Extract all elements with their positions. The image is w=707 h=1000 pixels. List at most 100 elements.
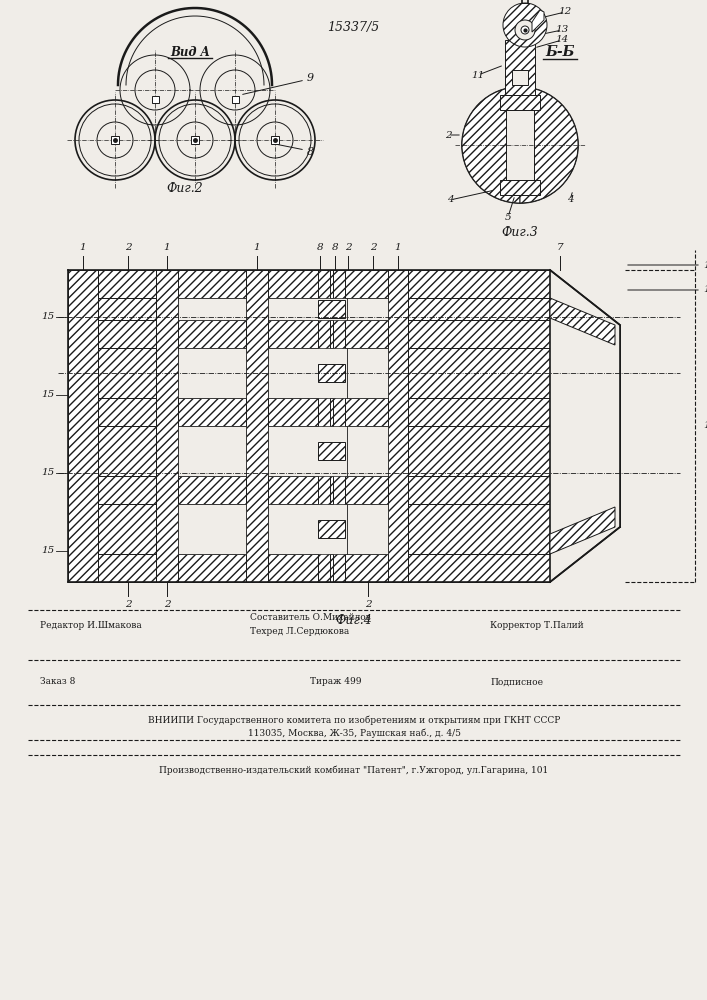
Text: 4: 4 <box>447 196 453 205</box>
Bar <box>268 426 388 476</box>
Wedge shape <box>462 87 520 203</box>
Circle shape <box>521 26 529 34</box>
Text: 8: 8 <box>307 147 314 157</box>
Text: 2: 2 <box>345 243 351 252</box>
Bar <box>98 504 156 554</box>
Text: 15: 15 <box>42 390 54 399</box>
Bar <box>178 426 246 476</box>
Text: 5: 5 <box>505 213 511 222</box>
Wedge shape <box>503 3 547 47</box>
Wedge shape <box>520 87 578 203</box>
Text: Фиг.2: Фиг.2 <box>167 182 204 194</box>
Bar <box>408 348 550 398</box>
Polygon shape <box>550 270 620 582</box>
Text: 9: 9 <box>307 73 314 83</box>
Bar <box>268 298 388 320</box>
Bar <box>426 426 550 476</box>
Bar <box>271 136 279 144</box>
Bar <box>512 70 528 85</box>
Bar <box>506 110 534 180</box>
Text: ВНИИПИ Государственного комитета по изобретениям и открытиям при ГКНТ СССР: ВНИИПИ Государственного комитета по изоб… <box>148 715 560 725</box>
Bar <box>98 298 156 320</box>
Text: Составитель О.Михайлов: Составитель О.Михайлов <box>250 613 370 622</box>
Bar <box>408 298 550 320</box>
Bar <box>347 298 388 320</box>
Bar <box>408 504 550 554</box>
Text: 1: 1 <box>703 422 707 430</box>
Bar <box>426 298 550 320</box>
Bar <box>318 442 345 460</box>
Text: 12: 12 <box>559 7 572 16</box>
Bar <box>347 298 388 320</box>
Bar <box>178 504 246 554</box>
Bar <box>388 270 408 582</box>
Bar <box>111 136 119 144</box>
Bar <box>268 504 388 554</box>
Text: 113035, Москва, Ж-35, Раушская наб., д. 4/5: 113035, Москва, Ж-35, Раушская наб., д. … <box>247 728 460 738</box>
Bar <box>231 96 238 103</box>
Text: Вид A: Вид A <box>170 45 210 58</box>
Polygon shape <box>550 507 615 554</box>
Text: 2: 2 <box>164 600 170 609</box>
Bar <box>98 426 156 476</box>
Text: Фиг.3: Фиг.3 <box>502 227 538 239</box>
Bar <box>246 270 268 582</box>
Bar <box>347 504 388 554</box>
Bar <box>98 348 156 398</box>
Text: 2: 2 <box>365 600 371 609</box>
Bar <box>98 398 550 426</box>
Text: 2: 2 <box>124 600 132 609</box>
Text: Корректор Т.Палий: Корректор Т.Палий <box>490 620 584 630</box>
Text: 8: 8 <box>317 243 323 252</box>
Bar <box>151 96 158 103</box>
Bar <box>505 40 535 95</box>
Bar <box>318 520 345 538</box>
Bar <box>98 298 156 320</box>
Bar <box>268 348 388 398</box>
Polygon shape <box>532 10 544 32</box>
Text: 8: 8 <box>332 243 339 252</box>
Text: Фиг.4: Фиг.4 <box>336 613 373 626</box>
Text: 13: 13 <box>556 25 568 34</box>
Text: Тираж 499: Тираж 499 <box>310 678 361 686</box>
Bar <box>426 504 550 554</box>
Bar <box>333 270 345 582</box>
Text: 17: 17 <box>703 260 707 269</box>
Bar <box>68 270 98 582</box>
Text: 15: 15 <box>42 546 54 555</box>
Text: Редактор И.Шмакова: Редактор И.Шмакова <box>40 620 141 630</box>
Bar <box>500 95 540 110</box>
Bar <box>347 426 388 476</box>
Bar <box>318 300 345 318</box>
Polygon shape <box>550 298 615 345</box>
Text: 1: 1 <box>164 243 170 252</box>
Bar <box>98 426 156 476</box>
Text: 16: 16 <box>703 286 707 294</box>
Bar <box>347 348 388 398</box>
Bar <box>500 180 540 195</box>
Bar <box>318 364 345 382</box>
Text: 7: 7 <box>556 243 563 252</box>
Text: 4: 4 <box>567 196 573 205</box>
Text: 11: 11 <box>472 70 484 80</box>
Text: Техред Л.Сердюкова: Техред Л.Сердюкова <box>250 628 349 637</box>
Text: 15: 15 <box>42 468 54 477</box>
Circle shape <box>515 20 535 40</box>
Bar <box>347 348 388 398</box>
Bar <box>98 320 550 348</box>
Text: 2: 2 <box>445 130 451 139</box>
Bar <box>408 426 550 476</box>
Text: 14: 14 <box>556 35 568 44</box>
Bar <box>98 504 156 554</box>
Bar <box>98 554 550 582</box>
Text: 2: 2 <box>124 243 132 252</box>
Bar <box>156 270 178 582</box>
Text: Заказ 8: Заказ 8 <box>40 678 76 686</box>
Text: 1: 1 <box>395 243 402 252</box>
Bar <box>98 270 550 298</box>
Text: Подписное: Подписное <box>490 678 543 686</box>
Bar <box>426 348 550 398</box>
Text: 15: 15 <box>42 312 54 321</box>
Text: 15337/5: 15337/5 <box>327 21 379 34</box>
Text: 2: 2 <box>370 243 376 252</box>
